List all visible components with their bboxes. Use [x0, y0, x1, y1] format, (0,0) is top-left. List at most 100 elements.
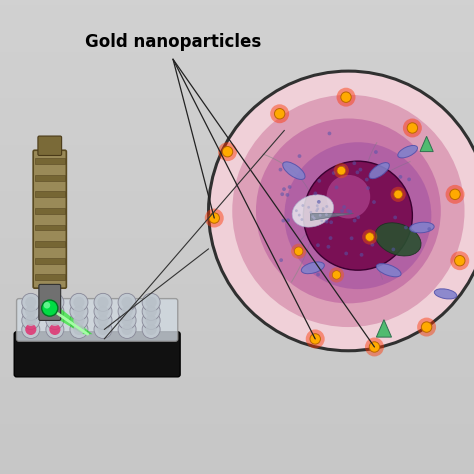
Circle shape [311, 215, 314, 218]
Circle shape [360, 253, 364, 257]
Circle shape [25, 315, 36, 326]
Circle shape [25, 306, 36, 317]
Circle shape [317, 208, 319, 210]
Circle shape [313, 191, 317, 195]
Circle shape [328, 236, 332, 240]
Circle shape [332, 171, 336, 175]
Circle shape [325, 220, 328, 224]
Circle shape [222, 146, 233, 157]
FancyBboxPatch shape [17, 299, 178, 341]
Circle shape [118, 320, 136, 338]
Circle shape [310, 211, 312, 214]
Circle shape [353, 219, 356, 222]
Circle shape [371, 243, 374, 246]
Circle shape [298, 214, 301, 217]
Bar [35, 191, 65, 197]
Text: Gold nanoparticles: Gold nanoparticles [85, 33, 261, 51]
Circle shape [307, 206, 310, 209]
Circle shape [142, 293, 160, 311]
Circle shape [146, 324, 157, 335]
Circle shape [446, 185, 465, 204]
Circle shape [315, 209, 318, 212]
Circle shape [317, 200, 321, 204]
Circle shape [428, 227, 431, 231]
Ellipse shape [283, 162, 305, 180]
Circle shape [322, 207, 325, 210]
Circle shape [329, 267, 344, 283]
Circle shape [98, 306, 109, 317]
Circle shape [70, 302, 88, 320]
Circle shape [394, 190, 402, 199]
Circle shape [374, 150, 378, 154]
Circle shape [407, 177, 411, 181]
Circle shape [118, 311, 136, 329]
Circle shape [121, 306, 133, 317]
Circle shape [321, 209, 324, 212]
Circle shape [98, 324, 109, 335]
Circle shape [421, 322, 432, 332]
Circle shape [98, 315, 109, 326]
Circle shape [284, 142, 431, 289]
Ellipse shape [376, 264, 401, 277]
Circle shape [294, 247, 303, 255]
Circle shape [337, 88, 356, 107]
Circle shape [121, 324, 133, 335]
Circle shape [94, 311, 112, 329]
Circle shape [209, 71, 474, 351]
Circle shape [291, 244, 306, 259]
Ellipse shape [434, 289, 457, 299]
Circle shape [391, 187, 406, 202]
FancyBboxPatch shape [14, 332, 180, 377]
Circle shape [362, 229, 377, 245]
Circle shape [325, 213, 328, 216]
Circle shape [73, 297, 84, 308]
Circle shape [342, 205, 346, 209]
Circle shape [340, 209, 344, 213]
Bar [35, 175, 65, 181]
Ellipse shape [398, 146, 418, 158]
Circle shape [279, 168, 283, 172]
Circle shape [316, 273, 320, 276]
Bar [35, 158, 65, 164]
Circle shape [356, 215, 360, 219]
Circle shape [209, 213, 219, 223]
Circle shape [280, 192, 284, 196]
Bar [35, 225, 65, 230]
Circle shape [25, 297, 36, 308]
Circle shape [450, 251, 469, 270]
Circle shape [118, 302, 136, 320]
Circle shape [403, 118, 422, 137]
Ellipse shape [410, 222, 434, 233]
Circle shape [337, 166, 346, 175]
Circle shape [73, 315, 84, 326]
Circle shape [407, 123, 418, 133]
Circle shape [94, 293, 112, 311]
Circle shape [73, 306, 84, 317]
Circle shape [70, 320, 88, 338]
Circle shape [346, 209, 350, 213]
Circle shape [70, 311, 88, 329]
Circle shape [46, 311, 64, 329]
FancyBboxPatch shape [39, 284, 61, 320]
Circle shape [365, 233, 374, 241]
Circle shape [356, 171, 359, 174]
Circle shape [369, 342, 380, 352]
Circle shape [270, 104, 289, 123]
Circle shape [146, 315, 157, 326]
Circle shape [142, 320, 160, 338]
Circle shape [146, 306, 157, 317]
Circle shape [285, 193, 289, 197]
Circle shape [319, 214, 322, 217]
Ellipse shape [301, 262, 324, 273]
Circle shape [399, 175, 402, 179]
Circle shape [365, 178, 369, 182]
Circle shape [313, 217, 316, 220]
Circle shape [205, 209, 224, 228]
Circle shape [282, 187, 286, 191]
Circle shape [218, 142, 237, 161]
Circle shape [295, 209, 298, 212]
Circle shape [232, 95, 465, 327]
Circle shape [42, 300, 58, 316]
Circle shape [22, 293, 40, 311]
Circle shape [341, 92, 351, 102]
